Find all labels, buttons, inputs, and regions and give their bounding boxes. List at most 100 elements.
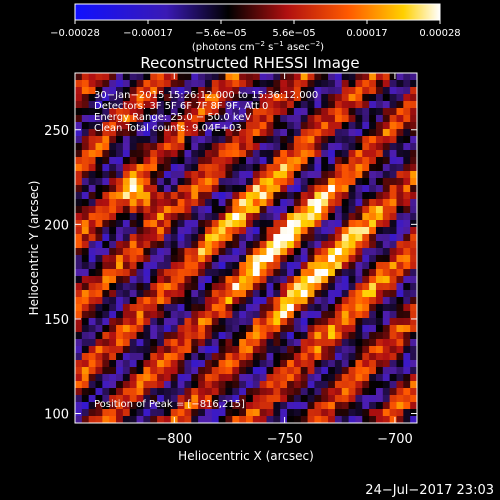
heatmap-cell (328, 304, 336, 312)
heatmap-cell (362, 395, 370, 403)
heatmap-cell (355, 276, 363, 284)
heatmap-cell (259, 395, 268, 403)
heatmap-cell (293, 171, 302, 179)
heatmap-cell (116, 304, 124, 312)
heatmap-cell (191, 73, 199, 81)
heatmap-cell (239, 346, 247, 354)
heatmap-cell (157, 374, 165, 382)
heatmap-cell (321, 318, 329, 326)
heatmap-cell (109, 122, 117, 130)
heatmap-cell (328, 416, 336, 423)
heatmap-cell (266, 115, 274, 123)
heatmap-cell (184, 136, 192, 144)
heatmap-cell (300, 367, 309, 375)
heatmap-cell (355, 94, 363, 102)
heatmap-cell (163, 346, 172, 354)
heatmap-cell (88, 241, 97, 249)
heatmap-cell (150, 276, 158, 284)
heatmap-cell (150, 157, 158, 165)
heatmap-cell (314, 178, 322, 186)
heatmap-cell (369, 206, 377, 214)
heatmap-cell (218, 395, 227, 403)
heatmap-cell (211, 262, 220, 270)
heatmap-cell (191, 220, 199, 228)
heatmap-cell (300, 73, 309, 81)
heatmap-cell (334, 374, 343, 382)
heatmap-cell (239, 150, 247, 158)
heatmap-cell (375, 115, 384, 123)
heatmap-cell (116, 73, 124, 81)
heatmap-cell (287, 318, 295, 326)
heatmap-cell (369, 178, 377, 186)
heatmap-cell (143, 381, 151, 389)
heatmap-cell (88, 416, 97, 423)
colorbar: −0.00028 −0.00017 −5.6e−05 5.6e−05 0.00017 0.… (50, 3, 461, 53)
y-tick-label: 150 (44, 313, 69, 328)
heatmap-cell (375, 283, 384, 291)
heatmap-cell (232, 304, 240, 312)
heatmap-cell (252, 164, 261, 172)
heatmap-cell (307, 199, 315, 207)
heatmap-cell (321, 346, 329, 354)
heatmap-cell (95, 374, 103, 382)
heatmap-cell (341, 304, 350, 312)
heatmap-cell (184, 374, 192, 382)
heatmap-cell (198, 164, 206, 172)
heatmap-cell (204, 199, 213, 207)
heatmap-cell (136, 136, 144, 144)
heatmap-cell (348, 136, 357, 144)
heatmap-cell (143, 185, 151, 193)
heatmap-cell (369, 339, 377, 347)
heatmap-cell (355, 332, 363, 340)
heatmap-cell (109, 101, 117, 109)
heatmap-cell (191, 304, 199, 312)
heatmap-cell (95, 101, 103, 109)
heatmap-cell (88, 129, 97, 137)
heatmap-cell (129, 115, 138, 123)
heatmap-cell (287, 73, 295, 81)
heatmap-cell (382, 143, 391, 151)
heatmap-cell (177, 227, 186, 235)
heatmap-cell (266, 206, 274, 214)
heatmap-cell (273, 311, 281, 319)
heatmap-cell (300, 332, 309, 340)
heatmap-cell (129, 346, 138, 354)
heatmap-cell (396, 227, 404, 235)
heatmap-cell (225, 332, 233, 340)
heatmap-cell (225, 416, 233, 423)
heatmap-cell (375, 220, 384, 228)
heatmap-cell (102, 199, 110, 207)
heatmap-cell (362, 297, 370, 305)
heatmap-cell (129, 360, 138, 368)
heatmap-cell (403, 122, 411, 130)
heatmap-cell (184, 171, 192, 179)
heatmap-cell (150, 73, 158, 81)
heatmap-cell (204, 136, 213, 144)
heatmap-cell (170, 220, 179, 228)
heatmap-cell (143, 171, 151, 179)
heatmap-cell (232, 318, 240, 326)
heatmap-cell (280, 150, 288, 158)
heatmap-cell (252, 409, 261, 417)
heatmap-cell (75, 409, 83, 417)
heatmap-cell (88, 73, 97, 81)
heatmap-cell (375, 262, 384, 270)
heatmap-cell (157, 248, 165, 256)
heatmap-cell (287, 297, 295, 305)
heatmap-cell (280, 297, 288, 305)
heatmap-cell (259, 311, 268, 319)
heatmap-cell (75, 325, 83, 333)
heatmap-cell (396, 269, 404, 277)
heatmap-cell (191, 178, 199, 186)
heatmap-cell (280, 416, 288, 423)
heatmap-cell (150, 129, 158, 137)
heatmap-cell (225, 409, 233, 417)
heatmap-cell (389, 269, 398, 277)
heatmap-cell (129, 143, 138, 151)
heatmap-cell (334, 122, 343, 130)
heatmap-cell (396, 388, 404, 396)
heatmap-cell (239, 122, 247, 130)
heatmap-cell (116, 318, 124, 326)
heatmap-cell (375, 122, 384, 130)
